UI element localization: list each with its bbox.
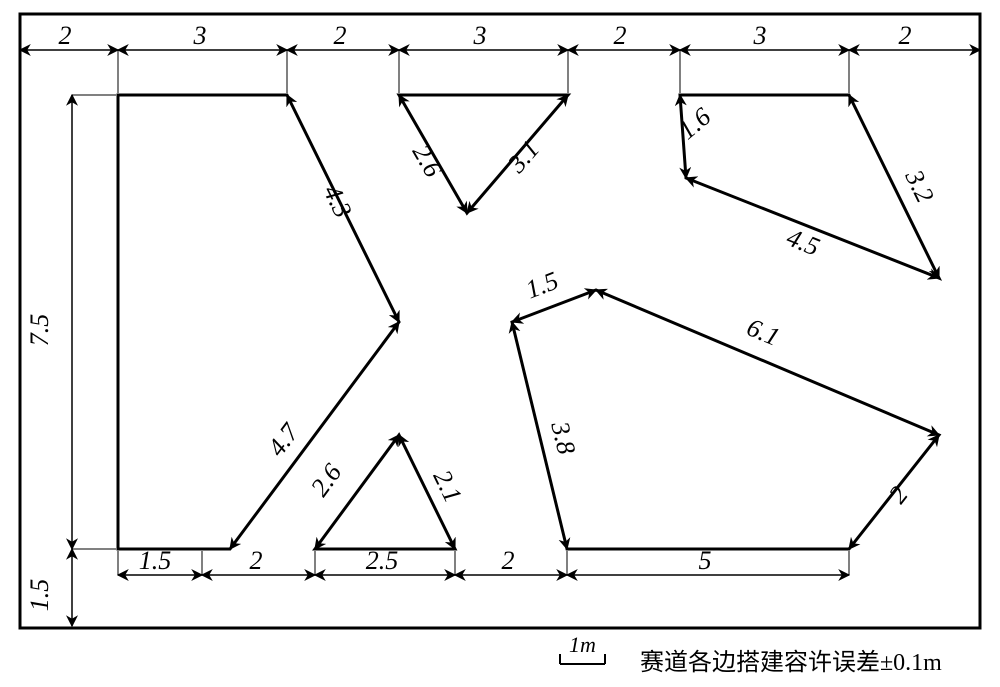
dim-label: 3.8 <box>545 418 581 458</box>
edge-4_7 <box>230 322 399 549</box>
shape-right-polygon <box>512 290 939 549</box>
dim-label: 2 <box>334 21 347 50</box>
shape-left-polygon <box>118 95 399 549</box>
dim-label: 2 <box>614 21 627 50</box>
dim-label: 5 <box>699 546 712 575</box>
dim-label: 2 <box>59 21 72 50</box>
dim-label: 3.2 <box>899 164 940 207</box>
scale-label: 1m <box>569 632 596 657</box>
tolerance-caption: 赛道各边搭建容许误差±0.1m <box>640 649 942 676</box>
dim-label: 3 <box>753 21 767 50</box>
dimension-lines <box>20 50 980 626</box>
dim-label: 3 <box>473 21 487 50</box>
technical-diagram: 23232327.51.51.522.5254.34.72.63.11.63.2… <box>0 0 1000 687</box>
dim-label: 7.5 <box>25 314 54 347</box>
labels-group: 23232327.51.51.522.5254.34.72.63.11.63.2… <box>25 21 940 611</box>
edge-4_5 <box>686 178 939 278</box>
dim-label: 2 <box>250 546 263 575</box>
dim-label: 1.6 <box>673 102 717 145</box>
dim-label: 2.5 <box>366 546 399 575</box>
dim-label: 3 <box>193 21 207 50</box>
dim-label: 2 <box>899 21 912 50</box>
drawing-frame <box>20 14 980 628</box>
dim-label: 2.6 <box>305 458 348 501</box>
dim-label: 1.5 <box>139 546 172 575</box>
dim-label: 4.3 <box>317 180 357 222</box>
dim-label: 2 <box>502 546 515 575</box>
dim-label: 3.1 <box>501 135 545 179</box>
dim-label: 2.6 <box>407 139 448 182</box>
dim-label: 2.1 <box>427 465 467 507</box>
dim-label: 1.5 <box>522 266 563 305</box>
shape-bottom-center-triangle <box>315 435 455 549</box>
scale-bar: 1m <box>560 632 605 664</box>
dim-label: 1.5 <box>25 579 54 612</box>
dim-label: 6.1 <box>743 312 784 351</box>
edge-6_1 <box>596 290 939 435</box>
